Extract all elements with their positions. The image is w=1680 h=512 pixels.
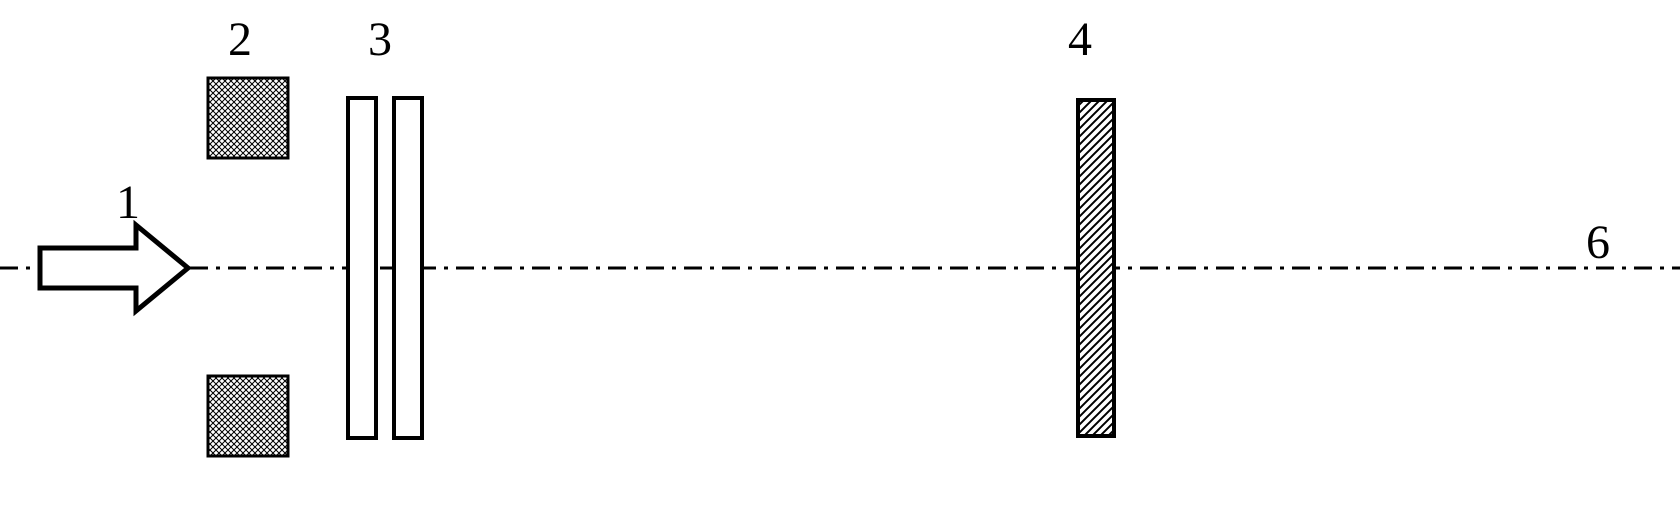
double-slab-1: [348, 98, 376, 438]
label-1: 1: [116, 176, 140, 229]
input-arrow: [40, 225, 188, 311]
aperture-block-bottom: [208, 376, 288, 456]
double-slab-2: [394, 98, 422, 438]
label-2: 2: [228, 13, 252, 66]
label-4: 4: [1068, 13, 1092, 66]
screen-plate: [1078, 100, 1114, 436]
label-3: 3: [368, 13, 392, 66]
label-6: 6: [1586, 216, 1610, 269]
aperture-block-top: [208, 78, 288, 158]
